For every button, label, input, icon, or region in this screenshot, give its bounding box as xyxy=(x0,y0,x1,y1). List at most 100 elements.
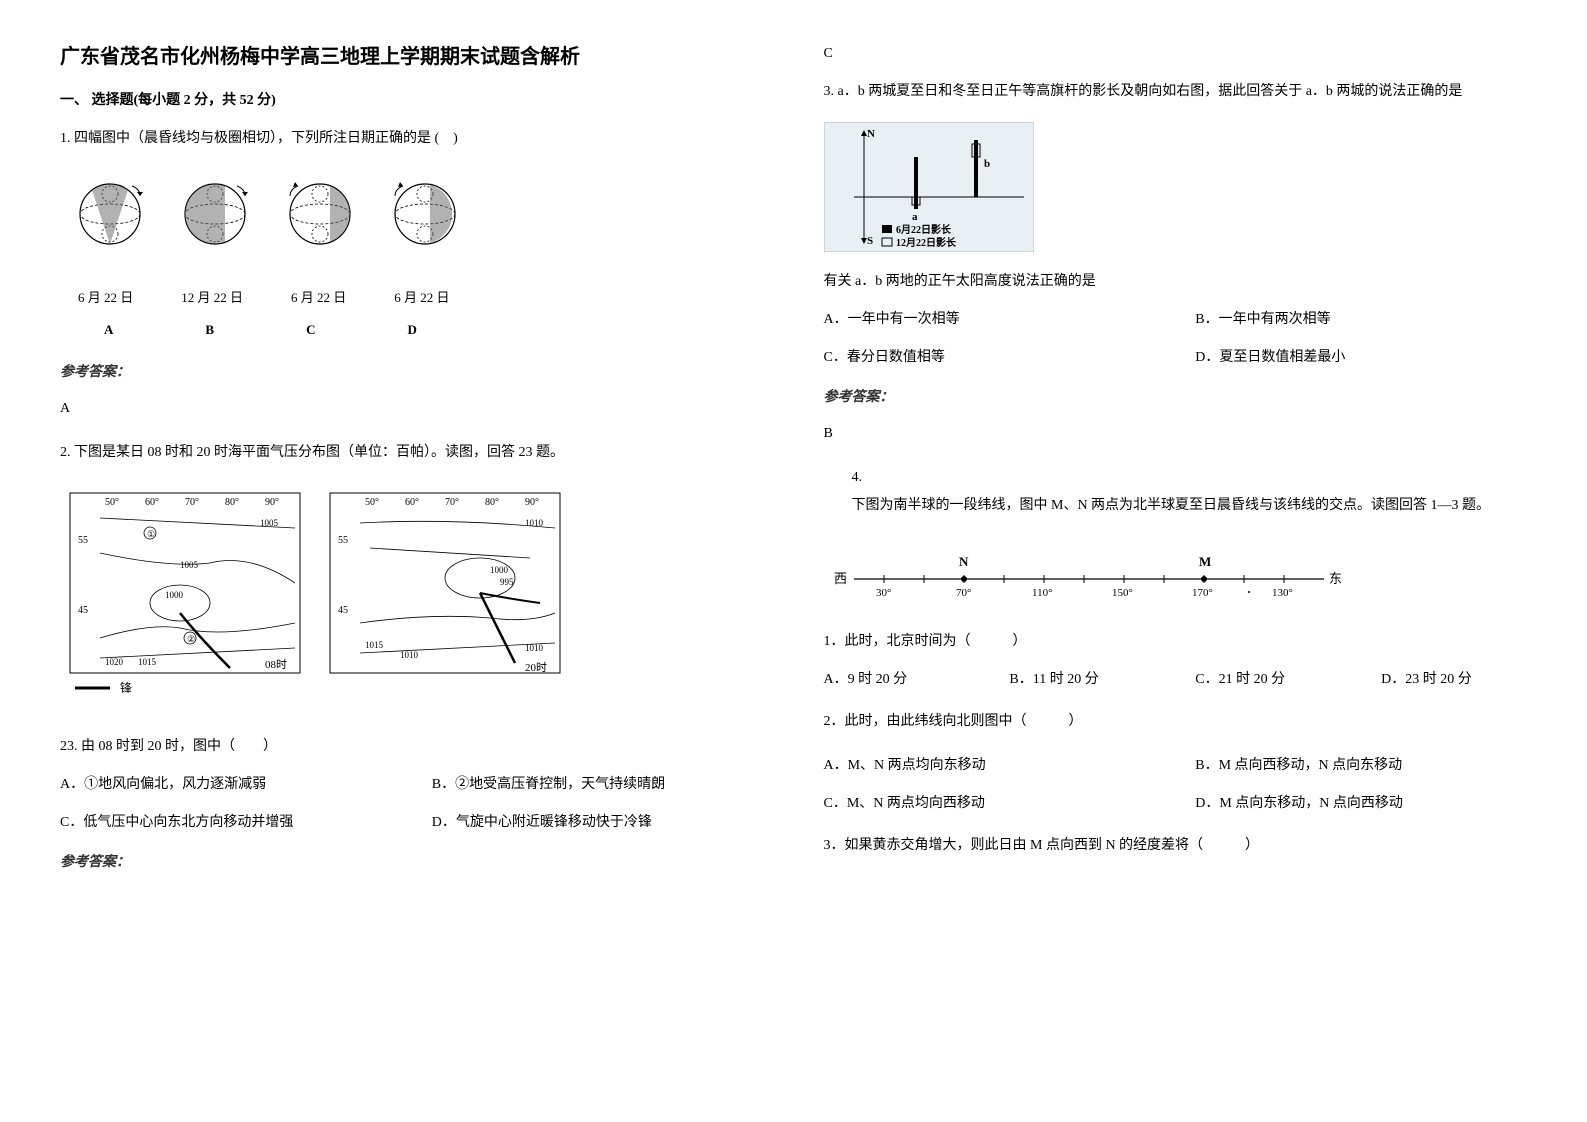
svg-text:45: 45 xyxy=(338,605,348,616)
page-title: 广东省茂名市化州杨梅中学高三地理上学期期末试题含解析 xyxy=(60,40,764,69)
svg-text:50°: 50° xyxy=(105,497,119,508)
svg-text:60°: 60° xyxy=(145,497,159,508)
svg-text:20时: 20时 xyxy=(525,661,547,674)
q4s2-optA: A．M、N 两点均向东移动 xyxy=(824,752,1156,780)
q2-optB: B．②地受高压脊控制，天气持续晴朗 xyxy=(432,771,764,799)
svg-text:S: S xyxy=(867,235,873,247)
svg-text:b: b xyxy=(984,158,990,170)
svg-text:1005: 1005 xyxy=(260,518,279,528)
pressure-maps: 50° 60° 70° 80° 90° 55 45 1005 1005 1000 xyxy=(60,483,580,713)
q3-optA: A．一年中有一次相等 xyxy=(824,306,1156,334)
svg-text:60°: 60° xyxy=(405,497,419,508)
q1-cap-d: 6 月 22 日 xyxy=(394,285,449,311)
svg-text:1010: 1010 xyxy=(525,518,544,528)
svg-text:1000: 1000 xyxy=(490,565,509,575)
svg-text:50°: 50° xyxy=(365,497,379,508)
q1-cap-b: 12 月 22 日 xyxy=(181,285,243,311)
question-3: 3. a．b 两城夏至日和冬至日正午等高旗杆的影长及朝向如右图，据此回答关于 a… xyxy=(824,78,1528,448)
shadow-diagram: N S a b 6月22日影长 12月22日影长 xyxy=(824,122,1034,252)
front-legend: 锋 xyxy=(120,681,132,695)
q1-lab-c: C xyxy=(306,317,315,343)
q3-answer: B xyxy=(824,420,1528,448)
svg-text:130°: 130° xyxy=(1272,587,1293,599)
q3-optC: C．春分日数值相等 xyxy=(824,344,1156,372)
q4s2-optD: D．M 点向东移动，N 点向西移动 xyxy=(1195,790,1527,818)
q2-figure: 50° 60° 70° 80° 90° 55 45 1005 1005 1000 xyxy=(60,483,764,713)
q1-figure: 6 月 22 日 12 月 22 日 6 月 22 日 6 月 22 日 A B… xyxy=(60,169,764,343)
q1-lab-d: D xyxy=(407,317,416,343)
globe-diagrams xyxy=(60,169,480,279)
q4-figure: 西 东 30° 70° 110° 150° xyxy=(824,544,1528,604)
q1-lab-b: B xyxy=(205,317,214,343)
q3-text: 3. a．b 两城夏至日和冬至日正午等高旗杆的影长及朝向如右图，据此回答关于 a… xyxy=(824,78,1528,106)
svg-text:55: 55 xyxy=(78,535,88,546)
q2-optA: A．①地风向偏北，风力逐渐减弱 xyxy=(60,771,392,799)
q3-sub-text: 有关 a．b 两地的正午太阳高度说法正确的是 xyxy=(824,268,1528,296)
q4s1-optD: D．23 时 20 分 xyxy=(1381,666,1527,694)
question-2: 2. 下图是某日 08 时和 20 时海平面气压分布图（单位：百帕）。读图，回答… xyxy=(60,439,764,877)
q4s2-optC: C．M、N 两点均向西移动 xyxy=(824,790,1156,818)
left-column: 广东省茂名市化州杨梅中学高三地理上学期期末试题含解析 一、 选择题(每小题 2 … xyxy=(60,40,764,893)
q1-answer-label: 参考答案： xyxy=(60,359,764,387)
svg-text:80°: 80° xyxy=(225,497,239,508)
svg-text:80°: 80° xyxy=(485,497,499,508)
q3-optD: D．夏至日数值相差最小 xyxy=(1195,344,1527,372)
svg-text:N: N xyxy=(959,554,969,569)
svg-text:1000: 1000 xyxy=(165,590,184,600)
svg-text:①: ① xyxy=(147,529,155,539)
svg-text:12月22日影长: 12月22日影长 xyxy=(896,236,957,249)
latitude-line: 西 东 30° 70° 110° 150° xyxy=(824,544,1344,604)
svg-text:a: a xyxy=(912,211,918,223)
right-column: C 3. a．b 两城夏至日和冬至日正午等高旗杆的影长及朝向如右图，据此回答关于… xyxy=(824,40,1528,893)
q3-answer-label: 参考答案： xyxy=(824,384,1528,412)
svg-text:东: 东 xyxy=(1329,571,1342,586)
q1-lab-a: A xyxy=(104,317,113,343)
q1-cap-a: 6 月 22 日 xyxy=(78,285,133,311)
svg-text:1010: 1010 xyxy=(400,650,419,660)
svg-text:1020: 1020 xyxy=(105,657,124,667)
q4-sub3: 3．如果黄赤交角增大，则此日由 M 点向西到 N 的经度差将（ ） xyxy=(824,832,1528,860)
svg-text:110°: 110° xyxy=(1032,587,1053,599)
q2-optD: D．气旋中心附近暖锋移动快于冷锋 xyxy=(432,809,764,837)
q4-sub3-text: 3．如果黄赤交角增大，则此日由 M 点向西到 N 的经度差将（ ） xyxy=(824,832,1528,860)
svg-text:N: N xyxy=(867,128,875,140)
svg-text:995: 995 xyxy=(500,577,514,587)
svg-text:08时: 08时 xyxy=(265,658,287,671)
q4-num: 4. xyxy=(852,464,1528,492)
svg-text:②: ② xyxy=(187,634,195,644)
q3-figure: N S a b 6月22日影长 12月22日影长 xyxy=(824,122,1528,252)
q4s1-optA: A．9 时 20 分 xyxy=(824,666,970,694)
q4-sub1: 1．此时，北京时间为（ ） A．9 时 20 分 B．11 时 20 分 C．2… xyxy=(824,628,1528,694)
q4s1-optC: C．21 时 20 分 xyxy=(1195,666,1341,694)
section-heading: 一、 选择题(每小题 2 分，共 52 分) xyxy=(60,89,764,109)
q1-answer: A xyxy=(60,395,764,423)
q1-cap-c: 6 月 22 日 xyxy=(291,285,346,311)
q2-answer-label: 参考答案： xyxy=(60,849,764,877)
q4s2-optB: B．M 点向西移动，N 点向东移动 xyxy=(1195,752,1527,780)
svg-text:150°: 150° xyxy=(1112,587,1133,599)
q4-sub2: 2．此时，由此纬线向北则图中（ ） A．M、N 两点均向东移动 B．M 点向西移… xyxy=(824,708,1528,818)
svg-text:70°: 70° xyxy=(185,497,199,508)
svg-text:90°: 90° xyxy=(525,497,539,508)
q4-sub2-text: 2．此时，由此纬线向北则图中（ ） xyxy=(824,708,1528,736)
svg-text:M: M xyxy=(1199,554,1211,569)
svg-text:70°: 70° xyxy=(445,497,459,508)
q2-answer: C xyxy=(824,46,1528,62)
q4s1-optB: B．11 时 20 分 xyxy=(1009,666,1155,694)
q4-text: 下图为南半球的一段纬线，图中 M、N 两点为北半球夏至日晨昏线与该纬线的交点。读… xyxy=(852,492,1528,520)
svg-text:170°: 170° xyxy=(1192,587,1213,599)
svg-text:西: 西 xyxy=(834,571,847,586)
svg-text:1015: 1015 xyxy=(138,657,157,667)
svg-text:55: 55 xyxy=(338,535,348,546)
svg-text:1015: 1015 xyxy=(365,640,384,650)
question-4: 4. 下图为南半球的一段纬线，图中 M、N 两点为北半球夏至日晨昏线与该纬线的交… xyxy=(824,464,1528,860)
q2-text: 2. 下图是某日 08 时和 20 时海平面气压分布图（单位：百帕）。读图，回答… xyxy=(60,439,764,467)
svg-text:1005: 1005 xyxy=(180,560,199,570)
q4-sub1-text: 1．此时，北京时间为（ ） xyxy=(824,628,1528,656)
svg-text:30°: 30° xyxy=(876,587,891,599)
question-1: 1. 四幅图中（晨昏线均与极圈相切），下列所注日期正确的是 ( ) xyxy=(60,125,764,423)
q3-optB: B．一年中有两次相等 xyxy=(1195,306,1527,334)
svg-text:90°: 90° xyxy=(265,497,279,508)
svg-text:70°: 70° xyxy=(956,587,971,599)
q1-text: 1. 四幅图中（晨昏线均与极圈相切），下列所注日期正确的是 ( ) xyxy=(60,125,764,153)
